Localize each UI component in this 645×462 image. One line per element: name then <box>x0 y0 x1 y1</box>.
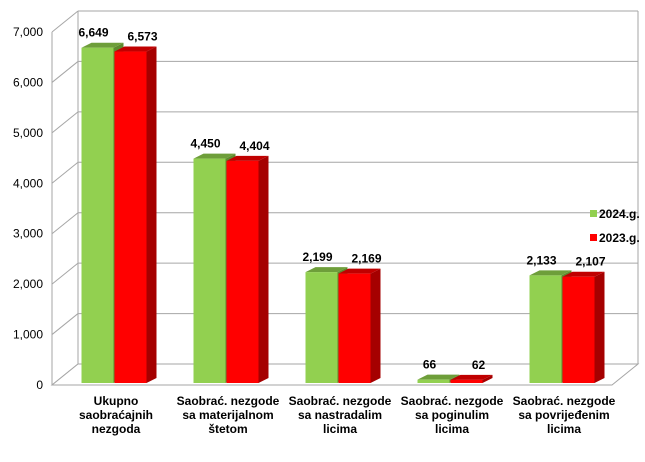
bar <box>529 275 562 383</box>
data-label: 62 <box>472 358 486 372</box>
bar-top <box>417 374 460 380</box>
bar-side <box>482 374 493 383</box>
y-tick-label: 2,000 <box>13 277 43 291</box>
data-label: 6,649 <box>78 26 108 40</box>
bar-top <box>450 374 493 380</box>
y-tick-label: 7,000 <box>13 25 43 39</box>
x-tick-label: licima <box>323 422 357 436</box>
y-tick-label: 6,000 <box>13 75 43 89</box>
legend-label: 2023.g. <box>599 231 640 245</box>
y-tick-label: 4,000 <box>13 176 43 190</box>
x-tick-label: nezgoda <box>92 422 141 436</box>
data-label: 66 <box>423 358 437 372</box>
bar-top <box>193 153 236 159</box>
x-tick-label: sa materijalnom <box>182 408 273 422</box>
x-tick-label: saobraćajnih <box>79 408 153 422</box>
bar <box>305 272 338 383</box>
gridline-side <box>51 111 79 134</box>
x-tick-label: sa poginulim <box>415 408 489 422</box>
bar <box>193 158 226 383</box>
bar <box>338 273 371 383</box>
bar-side <box>370 268 381 383</box>
x-tick-label: Ukupno <box>94 394 139 408</box>
x-tick-label: štetom <box>208 422 247 436</box>
data-label: 2,107 <box>575 255 605 269</box>
data-label: 2,169 <box>351 252 381 266</box>
bar-top <box>338 268 381 274</box>
x-tick-label: Saobrać. nezgode <box>513 394 616 408</box>
gridline-side <box>51 10 79 33</box>
y-tick-label: 1,000 <box>13 328 43 342</box>
x-tick-label: Saobrać. nezgode <box>289 394 392 408</box>
gridline-side <box>51 212 79 235</box>
x-tick-label: sa nastradalim <box>298 408 382 422</box>
bar-top <box>226 155 269 161</box>
x-tick-label: Saobrać. nezgode <box>177 394 280 408</box>
legend-swatch <box>590 234 597 241</box>
bar <box>417 379 450 383</box>
x-tick-label: licima <box>435 422 469 436</box>
gridline-side <box>51 161 79 184</box>
bar-top <box>114 46 157 52</box>
bar-top <box>81 42 124 48</box>
gridline-side <box>51 313 79 335</box>
x-tick-label: sa povrijeđenim <box>518 408 609 422</box>
y-tick-label: 0 <box>36 378 43 392</box>
gridline-side <box>51 61 79 83</box>
y-tick-label: 5,000 <box>13 126 43 140</box>
bar-top <box>562 271 605 277</box>
data-label: 2,133 <box>526 253 556 267</box>
gridline-side <box>51 262 79 285</box>
bar-top <box>529 270 572 276</box>
bar-side <box>258 155 269 383</box>
data-label: 6,573 <box>127 30 157 44</box>
data-label: 4,404 <box>239 139 269 153</box>
bar-side <box>146 46 157 384</box>
bar <box>114 51 147 384</box>
bar-side <box>594 271 605 383</box>
bar-top <box>305 267 348 273</box>
data-label: 2,199 <box>302 250 332 264</box>
x-tick-label: licima <box>547 422 581 436</box>
data-label: 4,450 <box>190 137 220 151</box>
bar <box>226 160 259 383</box>
legend-swatch <box>590 210 597 217</box>
legend-label: 2024.g. <box>599 207 640 221</box>
x-tick-label: Saobrać. nezgode <box>401 394 504 408</box>
y-tick-label: 3,000 <box>13 227 43 241</box>
bar <box>81 47 114 383</box>
bar <box>450 379 483 383</box>
bar <box>562 276 595 383</box>
